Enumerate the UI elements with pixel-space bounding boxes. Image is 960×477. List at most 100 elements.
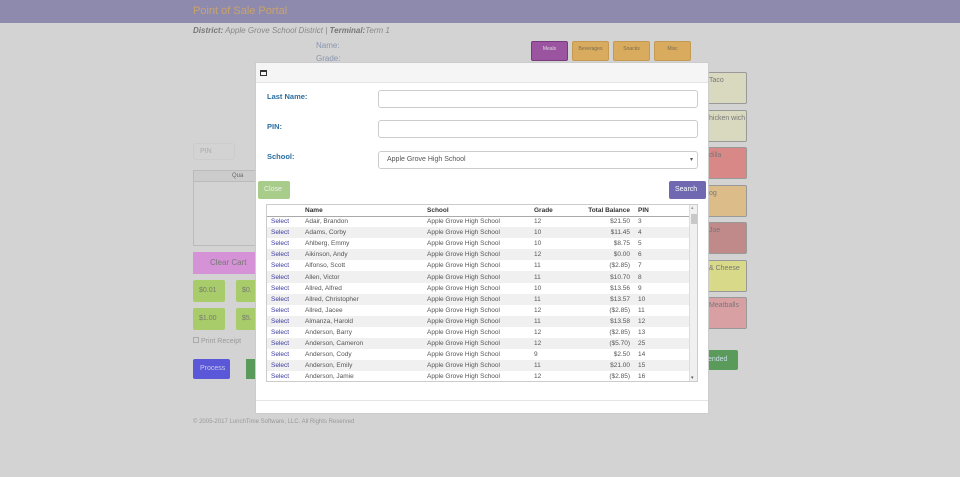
- select-link[interactable]: Select: [271, 373, 290, 381]
- select-link[interactable]: Select: [267, 271, 301, 283]
- select-link[interactable]: Select: [267, 338, 301, 350]
- grade: 11: [530, 293, 560, 305]
- green-button[interactable]: [246, 359, 256, 379]
- select-link[interactable]: Select: [271, 240, 290, 248]
- student-name: Allred, Alfred: [305, 284, 342, 292]
- school-select[interactable]: Apple Grove High School ▾: [378, 151, 698, 169]
- print-receipt-label: Print Receipt: [200, 338, 242, 345]
- select-link[interactable]: Select: [267, 293, 301, 305]
- scroll-down-icon[interactable]: ▾: [691, 375, 694, 381]
- modal-footer: [256, 400, 708, 401]
- dropdown-arrow-icon: ▾: [689, 157, 693, 163]
- col-school[interactable]: School: [423, 205, 530, 217]
- close-button[interactable]: Close: [258, 181, 290, 199]
- process-button[interactable]: Process: [193, 359, 230, 379]
- balance: $21.00: [560, 360, 634, 372]
- select-link[interactable]: Select: [267, 227, 301, 239]
- table-scrollbar[interactable]: ▴ ▾: [689, 205, 697, 381]
- menu-item[interactable]: og: [703, 185, 747, 217]
- money-button[interactable]: $0.01: [193, 280, 225, 302]
- grade: 12: [530, 338, 560, 350]
- table-row: Select Aikinson, Andy Apple Grove High Sch…: [267, 249, 689, 261]
- col-balance[interactable]: Total Balance: [560, 205, 634, 217]
- balance: $2.50: [613, 351, 630, 359]
- balance: ($5.70): [560, 338, 634, 350]
- pin: 9: [638, 284, 642, 292]
- scrollbar-thumb[interactable]: [691, 214, 697, 224]
- col-name[interactable]: Name: [301, 205, 423, 217]
- table-row: Select Allen, Victor Apple Grove High Scho…: [267, 271, 689, 283]
- menu-item[interactable]: hicken wich: [703, 110, 747, 142]
- school: Apple Grove High School: [423, 360, 530, 372]
- results-table: Name School Grade Total Balance PIN Select Ad…: [266, 204, 698, 382]
- table-row: Select Allred, Jacee Apple Grove High Scho…: [267, 305, 689, 316]
- category-meals[interactable]: Meals: [531, 41, 568, 61]
- app-title: Point of Sale Portal: [193, 5, 288, 17]
- pin: 3: [638, 218, 642, 226]
- pin-label: PIN:: [267, 122, 282, 131]
- top-bar: [0, 0, 960, 23]
- student-name: Alfonso, Scott: [305, 262, 346, 270]
- school: Apple Grove High School: [427, 306, 500, 314]
- table-row: Select Alfonso, Scott Apple Grove High Sch…: [267, 260, 689, 271]
- school: Apple Grove High School: [423, 338, 530, 350]
- pin: 14: [638, 351, 646, 359]
- school: Apple Grove High School: [423, 315, 530, 327]
- pin-input[interactable]: PIN: [193, 143, 235, 160]
- select-link[interactable]: Select: [271, 351, 290, 359]
- print-receipt[interactable]: Print Receipt: [193, 337, 241, 345]
- grade: 10: [534, 284, 542, 292]
- menu-item[interactable]: Joe: [703, 222, 747, 254]
- table-row: Select Allred, Christopher Apple Grove Hig…: [267, 293, 689, 305]
- menu-item[interactable]: Meatballs: [703, 297, 747, 329]
- category-snacks[interactable]: Snacks: [613, 41, 650, 61]
- table-row: Select Almanza, Harold Apple Grove High Sc…: [267, 315, 689, 327]
- col-pin[interactable]: PIN: [634, 205, 689, 217]
- copyright: © 2005-2017 LunchTime Software, LLC. All…: [193, 419, 355, 425]
- balance: $13.57: [560, 293, 634, 305]
- select-link[interactable]: Select: [267, 315, 301, 327]
- menu-item[interactable]: Taco: [703, 72, 747, 104]
- select-link[interactable]: Select: [271, 328, 290, 336]
- balance: ($2.85): [609, 306, 630, 314]
- grade: 11: [530, 271, 560, 283]
- category-misc[interactable]: Misc: [654, 41, 691, 61]
- grade: 10: [534, 240, 542, 248]
- print-receipt-checkbox[interactable]: [193, 337, 199, 343]
- student-name: Allred, Jacee: [305, 306, 343, 314]
- pin-search-input[interactable]: [378, 120, 698, 138]
- table-row: Select Adair, Brandon Apple Grove High Sch…: [267, 216, 689, 227]
- select-link[interactable]: Select: [267, 249, 301, 261]
- separator: |: [325, 26, 328, 35]
- school: Apple Grove High School: [423, 249, 530, 261]
- select-link[interactable]: Select: [271, 284, 290, 292]
- grade: 12: [534, 328, 542, 336]
- scroll-up-icon[interactable]: ▴: [691, 205, 694, 211]
- menu-item[interactable]: dilla: [703, 147, 747, 179]
- search-button[interactable]: Search: [669, 181, 706, 199]
- grade: 11: [530, 360, 560, 372]
- student-name: Anderson, Jamie: [305, 373, 354, 381]
- pin: 15: [634, 360, 689, 372]
- menu-item[interactable]: & Cheese: [703, 260, 747, 292]
- pin: 7: [638, 262, 642, 270]
- select-link[interactable]: Select: [271, 218, 290, 226]
- school: Apple Grove High School: [427, 284, 500, 292]
- balance: ($2.85): [609, 373, 630, 381]
- category-beverages[interactable]: Beverages: [572, 41, 609, 61]
- pin: 16: [638, 373, 646, 381]
- pin: 12: [634, 315, 689, 327]
- last-name-input[interactable]: [378, 90, 698, 108]
- pin: 11: [638, 306, 645, 314]
- select-link[interactable]: Select: [271, 306, 290, 314]
- grade: 12: [534, 373, 542, 381]
- clear-cart-button[interactable]: Clear Cart: [193, 252, 263, 274]
- col-grade[interactable]: Grade: [530, 205, 560, 217]
- attended-button[interactable]: tended: [703, 350, 738, 370]
- pin: 4: [634, 227, 689, 239]
- select-link[interactable]: Select: [267, 360, 301, 372]
- pin: 10: [634, 293, 689, 305]
- select-link[interactable]: Select: [271, 262, 290, 270]
- money-button[interactable]: $1.00: [193, 308, 225, 330]
- cart-header: Qua: [194, 171, 262, 182]
